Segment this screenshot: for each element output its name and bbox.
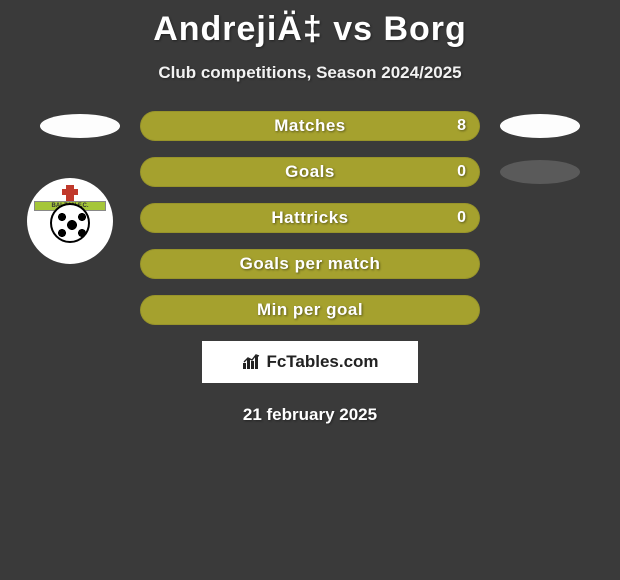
left-oval <box>40 114 120 138</box>
stat-value: 8 <box>457 117 466 135</box>
stat-row-matches: Matches 8 <box>0 111 620 141</box>
stat-label: Matches <box>274 116 346 136</box>
stat-label: Min per goal <box>257 300 363 320</box>
bar-chart-icon <box>241 353 263 371</box>
soccer-ball-icon <box>50 203 90 243</box>
stat-row-mpg: Min per goal <box>0 295 620 325</box>
stat-bar: Hattricks 0 <box>140 203 480 233</box>
stat-bar: Goals per match <box>140 249 480 279</box>
club-logo-left: BALZAN F.C. <box>27 178 113 264</box>
stat-label: Goals per match <box>240 254 381 274</box>
stat-label: Hattricks <box>271 208 348 228</box>
stat-value: 0 <box>457 209 466 227</box>
right-oval <box>500 114 580 138</box>
stat-row-goals: Goals 0 <box>0 157 620 187</box>
stat-value: 0 <box>457 163 466 181</box>
date-label: 21 february 2025 <box>0 405 620 425</box>
subtitle: Club competitions, Season 2024/2025 <box>0 63 620 83</box>
page-title: AndrejiÄ‡ vs Borg <box>0 0 620 49</box>
brand-text: FcTables.com <box>266 352 378 372</box>
stat-bar: Goals 0 <box>140 157 480 187</box>
stat-label: Goals <box>285 162 335 182</box>
brand-box[interactable]: FcTables.com <box>202 341 418 383</box>
stat-bar: Min per goal <box>140 295 480 325</box>
stat-bar: Matches 8 <box>140 111 480 141</box>
right-oval <box>500 160 580 184</box>
